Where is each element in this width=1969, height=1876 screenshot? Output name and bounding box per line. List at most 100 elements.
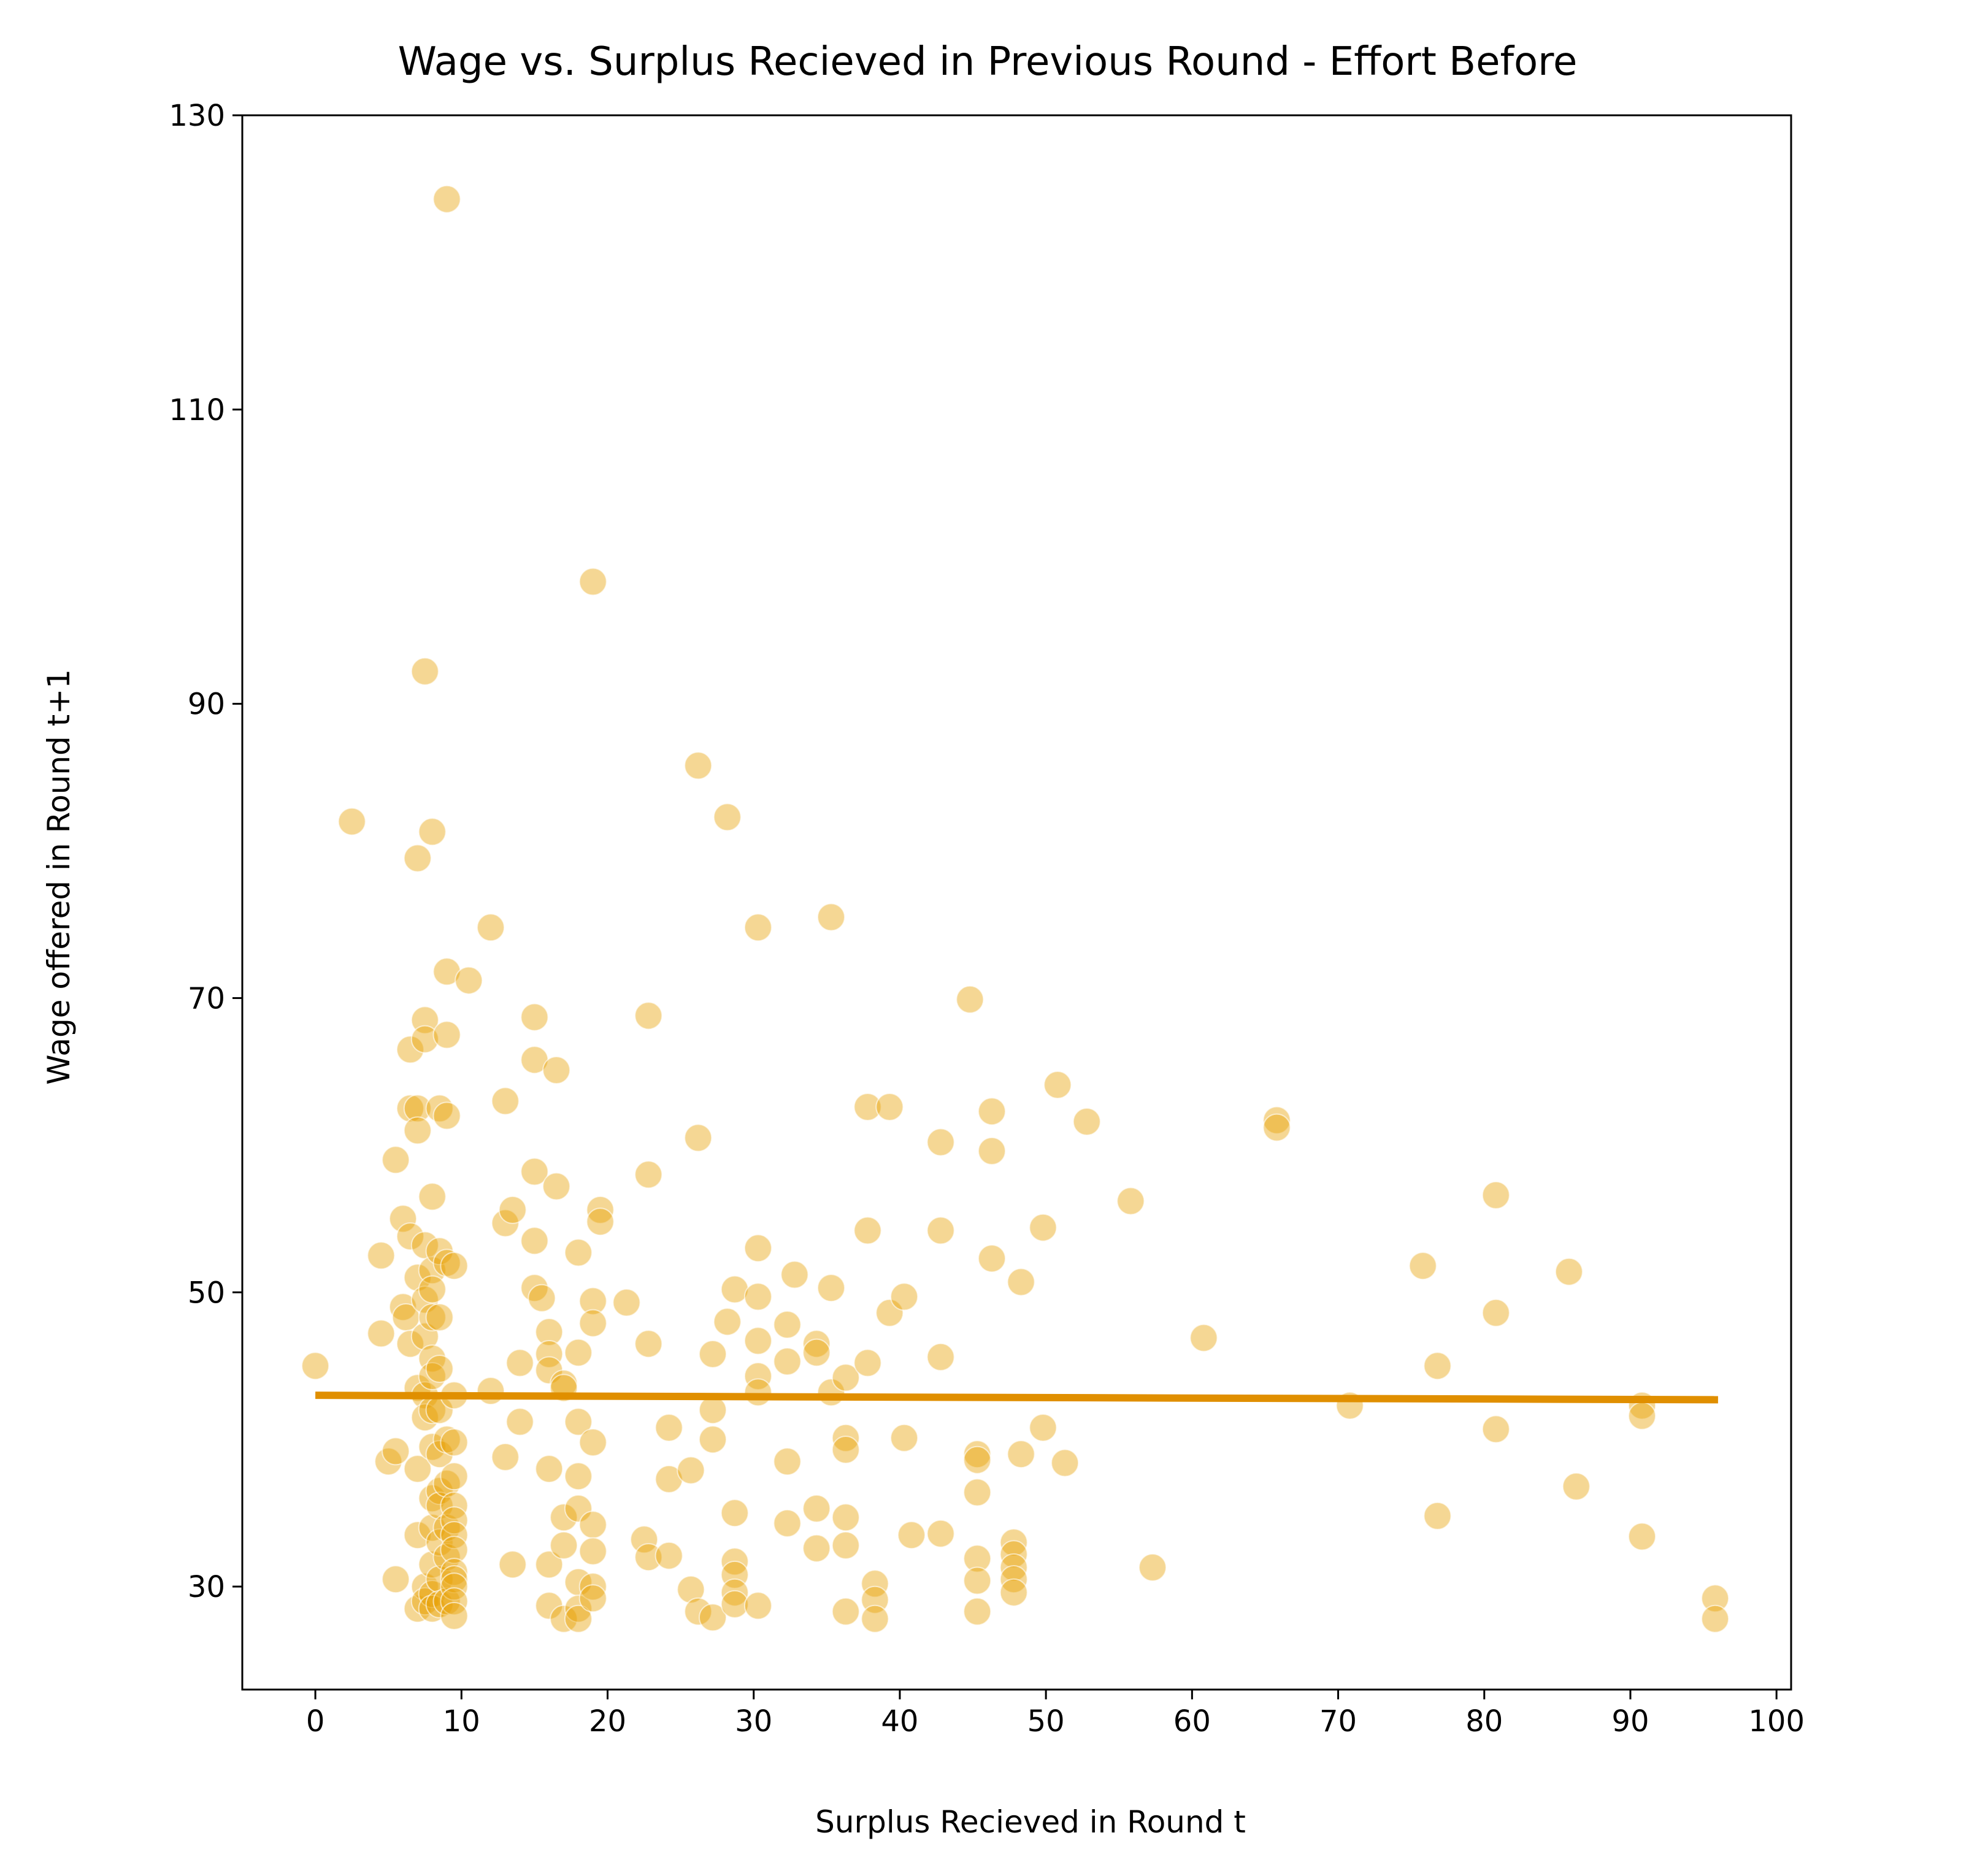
x-tick-label: 80 — [1465, 1704, 1503, 1739]
data-point — [963, 1597, 992, 1626]
data-point — [1481, 1298, 1510, 1327]
data-point — [630, 1525, 659, 1554]
data-point — [713, 803, 742, 832]
data-point — [1138, 1553, 1167, 1582]
x-axis-ticks: 0 10 20 30 40 50 60 70 80 90 100 — [306, 1690, 1805, 1739]
data-point — [890, 1423, 919, 1452]
data-point — [520, 1227, 549, 1255]
data-point — [634, 1001, 663, 1030]
data-point — [337, 807, 366, 836]
x-tick-label: 90 — [1611, 1704, 1649, 1739]
data-point — [699, 1603, 727, 1632]
data-point — [1423, 1501, 1452, 1530]
y-axis-label: Wage offered in Round t+1 — [41, 669, 77, 1085]
data-point — [425, 1303, 454, 1331]
data-point — [520, 1157, 549, 1186]
data-point — [1481, 1181, 1510, 1209]
data-point — [578, 1584, 607, 1613]
x-tick-label: 20 — [589, 1704, 626, 1739]
x-tick-label: 10 — [443, 1704, 480, 1739]
data-point — [578, 1572, 607, 1601]
data-point — [963, 1544, 992, 1573]
y-tick-label: 30 — [188, 1570, 225, 1604]
data-point — [535, 1550, 564, 1579]
data-point — [1043, 1071, 1072, 1099]
x-tick-label: 30 — [735, 1704, 772, 1739]
data-point — [564, 1604, 593, 1633]
data-point — [491, 1209, 520, 1238]
data-point — [564, 1338, 593, 1367]
data-point — [743, 1591, 772, 1620]
data-point — [634, 1160, 663, 1189]
data-point — [389, 1204, 417, 1233]
data-point — [382, 1146, 410, 1174]
data-point — [773, 1347, 802, 1376]
data-point — [440, 1602, 469, 1630]
data-point — [926, 1128, 955, 1157]
y-tick-label: 70 — [188, 981, 225, 1016]
data-point — [564, 1595, 593, 1623]
data-point — [853, 1216, 882, 1245]
data-point — [578, 567, 607, 596]
data-point — [743, 913, 772, 942]
data-point — [586, 1208, 615, 1236]
data-point — [654, 1414, 683, 1442]
data-point — [654, 1464, 683, 1493]
data-point — [403, 1116, 432, 1145]
data-point — [1029, 1414, 1057, 1442]
data-point — [963, 1478, 992, 1507]
data-point — [1408, 1252, 1437, 1281]
data-point — [1007, 1268, 1035, 1296]
data-point — [578, 1537, 607, 1566]
data-point — [831, 1436, 860, 1464]
x-tick-label: 0 — [306, 1704, 325, 1739]
data-point — [578, 1428, 607, 1457]
data-point — [367, 1319, 396, 1348]
data-point — [418, 817, 447, 846]
data-point — [1701, 1584, 1730, 1613]
data-point — [418, 1580, 447, 1609]
data-point — [520, 1003, 549, 1032]
data-point — [528, 1284, 556, 1312]
x-axis-label: Surplus Recieved in Round t — [815, 1804, 1246, 1840]
data-point — [963, 1566, 992, 1595]
data-point — [1007, 1440, 1035, 1469]
data-point — [999, 1553, 1028, 1582]
data-point — [956, 985, 984, 1014]
data-point — [418, 1595, 447, 1623]
data-point — [1116, 1187, 1145, 1216]
data-point — [396, 1222, 424, 1251]
data-point — [1701, 1604, 1730, 1633]
data-point — [720, 1560, 749, 1589]
data-point — [853, 1349, 882, 1377]
data-point — [396, 1094, 424, 1123]
data-point — [1051, 1449, 1080, 1477]
x-tick-label: 100 — [1748, 1704, 1805, 1739]
data-point — [505, 1407, 534, 1436]
data-point — [802, 1338, 831, 1367]
data-point — [963, 1440, 992, 1469]
data-point — [440, 1491, 469, 1520]
y-tick-label: 130 — [169, 99, 225, 133]
data-point — [403, 1263, 432, 1292]
data-point — [564, 1462, 593, 1491]
data-point — [897, 1521, 926, 1550]
data-point — [677, 1456, 705, 1485]
data-point — [491, 1442, 520, 1471]
data-point — [432, 957, 461, 986]
data-point — [817, 1274, 845, 1303]
data-point — [542, 1172, 571, 1201]
data-point — [684, 1597, 713, 1626]
data-point — [410, 657, 439, 686]
trend-line-layer — [315, 1392, 1718, 1404]
y-tick-label: 110 — [169, 393, 225, 427]
data-point — [403, 1595, 432, 1623]
data-point — [425, 1355, 454, 1383]
data-point — [817, 903, 845, 932]
data-point — [780, 1260, 809, 1289]
data-point — [1481, 1415, 1510, 1444]
data-point — [477, 1377, 505, 1405]
data-point — [634, 1330, 663, 1358]
data-point — [535, 1455, 564, 1484]
